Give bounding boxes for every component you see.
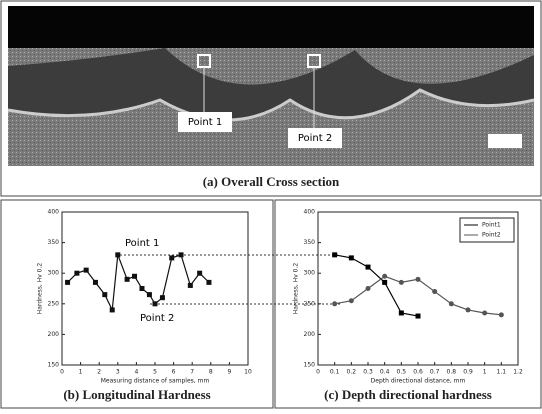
x-tick-label: 1 bbox=[79, 369, 83, 376]
marker bbox=[125, 277, 130, 282]
marker bbox=[132, 274, 137, 279]
marker bbox=[349, 255, 354, 260]
marker bbox=[110, 307, 115, 312]
y-tick-label: 350 bbox=[304, 239, 316, 246]
marker bbox=[432, 289, 437, 294]
marker bbox=[399, 310, 404, 315]
x-tick-label: 0 bbox=[60, 369, 64, 376]
marker bbox=[482, 310, 487, 315]
marker bbox=[382, 280, 387, 285]
x-tick-label: 2 bbox=[97, 369, 101, 376]
x-tick-label: 7 bbox=[190, 369, 194, 376]
x-tick-label: 10 bbox=[244, 369, 252, 376]
x-tick-label: 3 bbox=[116, 369, 120, 376]
x-tick-label: 0.3 bbox=[363, 369, 373, 376]
caption: (c) Depth directional hardness bbox=[324, 387, 492, 402]
legend-label: Point2 bbox=[482, 232, 501, 239]
y-tick-label: 400 bbox=[304, 209, 316, 216]
marker bbox=[147, 292, 152, 297]
y-tick-label: 150 bbox=[304, 362, 316, 369]
marker bbox=[153, 301, 158, 306]
x-tick-label: 1.1 bbox=[497, 369, 507, 376]
marker bbox=[115, 252, 120, 257]
marker bbox=[416, 314, 421, 319]
marker bbox=[366, 265, 371, 270]
x-tick-label: 0.7 bbox=[430, 369, 440, 376]
marker bbox=[139, 286, 144, 291]
x-axis-label: Measuring distance of samples, mm bbox=[101, 378, 210, 385]
marker bbox=[332, 301, 337, 306]
y-tick-label: 300 bbox=[48, 270, 60, 277]
x-tick-label: 0.6 bbox=[413, 369, 423, 376]
y-axis-label: Hardness, Hv 0.2 bbox=[293, 263, 300, 315]
x-tick-label: 0.4 bbox=[380, 369, 390, 376]
marker bbox=[93, 280, 98, 285]
marker bbox=[349, 298, 354, 303]
x-tick-label: 0 bbox=[316, 369, 320, 376]
y-tick-label: 200 bbox=[304, 331, 316, 338]
x-tick-label: 0.8 bbox=[447, 369, 457, 376]
x-tick-label: 8 bbox=[209, 369, 213, 376]
x-tick-label: 9 bbox=[227, 369, 231, 376]
marker bbox=[188, 283, 193, 288]
marker bbox=[466, 307, 471, 312]
annotation: Point 1 bbox=[125, 238, 159, 249]
image-label: Point 1 bbox=[188, 117, 222, 128]
series-line bbox=[335, 255, 418, 316]
caption: (b) Longitudinal Hardness bbox=[63, 387, 210, 402]
figure: Point 1 Point 2 (a) Overall Cross sectio… bbox=[0, 0, 542, 409]
x-tick-label: 5 bbox=[153, 369, 157, 376]
x-tick-label: 0.2 bbox=[347, 369, 357, 376]
y-tick-label: 400 bbox=[48, 209, 60, 216]
caption: (a) Overall Cross section bbox=[203, 174, 340, 189]
marker bbox=[449, 301, 454, 306]
marker bbox=[332, 252, 337, 257]
x-tick-label: 6 bbox=[172, 369, 176, 376]
marker bbox=[197, 271, 202, 276]
marker bbox=[382, 274, 387, 279]
y-tick-label: 200 bbox=[48, 331, 60, 338]
marker bbox=[160, 295, 165, 300]
image-label: Point 2 bbox=[298, 133, 332, 144]
page: {"image": {"labels": ["Point 1", "Point … bbox=[0, 0, 542, 409]
marker bbox=[169, 255, 174, 260]
series-line bbox=[68, 255, 209, 310]
x-tick-label: 4 bbox=[134, 369, 138, 376]
annotation: Point 2 bbox=[140, 313, 174, 324]
marker bbox=[179, 252, 184, 257]
marker bbox=[366, 286, 371, 291]
y-axis-label: Hardness, Hv 0.2 bbox=[37, 263, 44, 315]
y-tick-label: 150 bbox=[48, 362, 60, 369]
y-tick-label: 350 bbox=[48, 239, 60, 246]
x-axis-label: Depth directional distance, mm bbox=[371, 378, 466, 385]
marker bbox=[84, 268, 89, 273]
x-tick-label: 1.2 bbox=[513, 369, 523, 376]
y-tick-label: 300 bbox=[304, 270, 316, 277]
marker bbox=[206, 280, 211, 285]
plot-frame bbox=[62, 212, 248, 365]
marker bbox=[74, 271, 79, 276]
series-line bbox=[335, 276, 502, 315]
y-tick-label: 250 bbox=[48, 300, 60, 307]
x-tick-label: 0.9 bbox=[463, 369, 473, 376]
marker bbox=[499, 312, 504, 317]
legend-label: Point1 bbox=[482, 222, 501, 229]
marker bbox=[399, 280, 404, 285]
x-tick-label: 1 bbox=[483, 369, 487, 376]
x-tick-label: 0.1 bbox=[330, 369, 340, 376]
marker bbox=[65, 280, 70, 285]
marker bbox=[416, 277, 421, 282]
micrograph: Point 1 Point 2 bbox=[8, 6, 534, 166]
x-tick-label: 0.5 bbox=[397, 369, 407, 376]
marker bbox=[102, 292, 107, 297]
y-tick-label: 250 bbox=[304, 300, 316, 307]
